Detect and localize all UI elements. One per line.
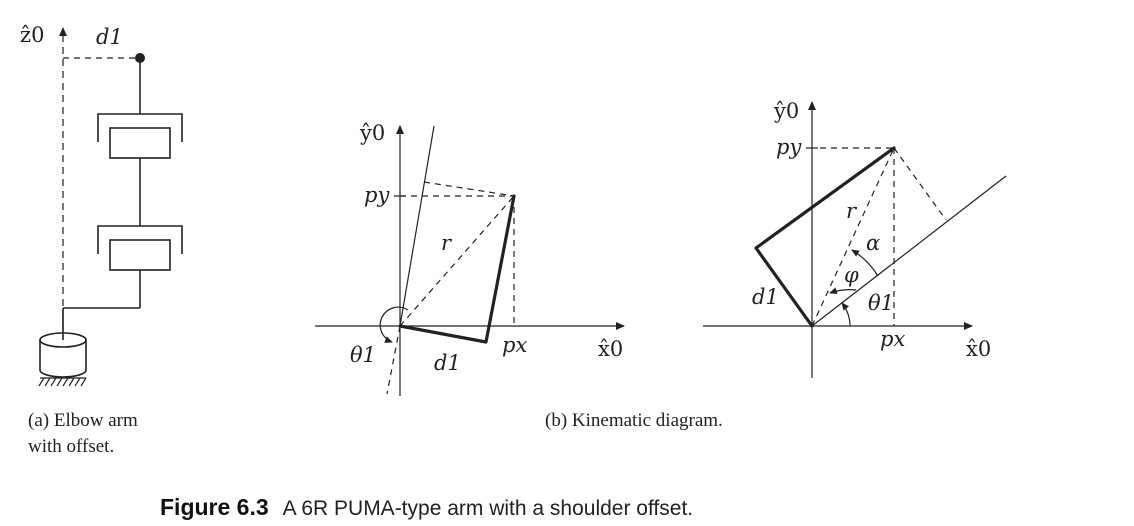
caption-b: (b) Kinematic diagram.: [545, 410, 723, 431]
shoulder-joint: [109, 239, 171, 271]
phi-arc: [829, 287, 857, 294]
phi-label: φ: [844, 263, 859, 287]
rotated-axis: [811, 175, 1007, 327]
perpendicular-line: [893, 147, 947, 221]
figure-caption-text: A 6R PUMA-type arm with a shoulder offse…: [283, 497, 693, 520]
d1-label: d1: [752, 285, 779, 309]
panel-b-left-diagram: ŷ0 x̂0 py px r d1 θ1: [315, 121, 625, 396]
elbow-joint: [109, 127, 171, 159]
py-label: py: [776, 135, 802, 159]
d1-label: d1: [96, 25, 123, 49]
panel-b-right-diagram: ŷ0 x̂0 py px r d1 α φ θ1: [703, 99, 1007, 378]
y0-axis-label: ŷ0: [773, 99, 799, 123]
theta1-label: θ1: [350, 343, 376, 367]
panel-a-elbow-arm: ẑ0 d1 (a) Elbow arm with offset.: [20, 23, 183, 457]
arm-links: [754, 146, 896, 328]
x0-axis-label: x̂0: [966, 337, 991, 361]
alpha-label: α: [866, 231, 880, 255]
r-line: [399, 195, 515, 327]
alpha-arc: [851, 249, 879, 277]
projection-line: [423, 181, 515, 197]
r-label: r: [846, 199, 858, 223]
py-label: py: [364, 183, 390, 207]
r-label: r: [441, 231, 453, 255]
theta1-label: θ1: [868, 291, 894, 315]
caption-a-line2: with offset.: [28, 436, 114, 457]
px-label: px: [880, 327, 905, 351]
caption-a-line1: (a) Elbow arm: [28, 410, 138, 431]
figure-caption: Figure 6.3 A 6R PUMA-type arm with a sho…: [160, 494, 693, 520]
px-label: px: [502, 333, 527, 357]
shoulder-joint-housing: [97, 225, 183, 254]
figure-caption-label: Figure 6.3: [160, 494, 269, 520]
z0-axis-label: ẑ0: [20, 23, 44, 47]
rotated-axis: [399, 125, 435, 327]
y0-axis-label: ŷ0: [359, 121, 385, 145]
d1-label: d1: [434, 351, 461, 375]
base-cylinder: [38, 308, 87, 387]
rotated-axis-extension: [386, 325, 401, 395]
theta1-arc: [841, 302, 851, 327]
theta1-arc: [379, 306, 409, 343]
elbow-joint-housing: [97, 113, 183, 142]
arm-links: [398, 194, 516, 344]
x0-axis-label: x̂0: [598, 337, 623, 361]
